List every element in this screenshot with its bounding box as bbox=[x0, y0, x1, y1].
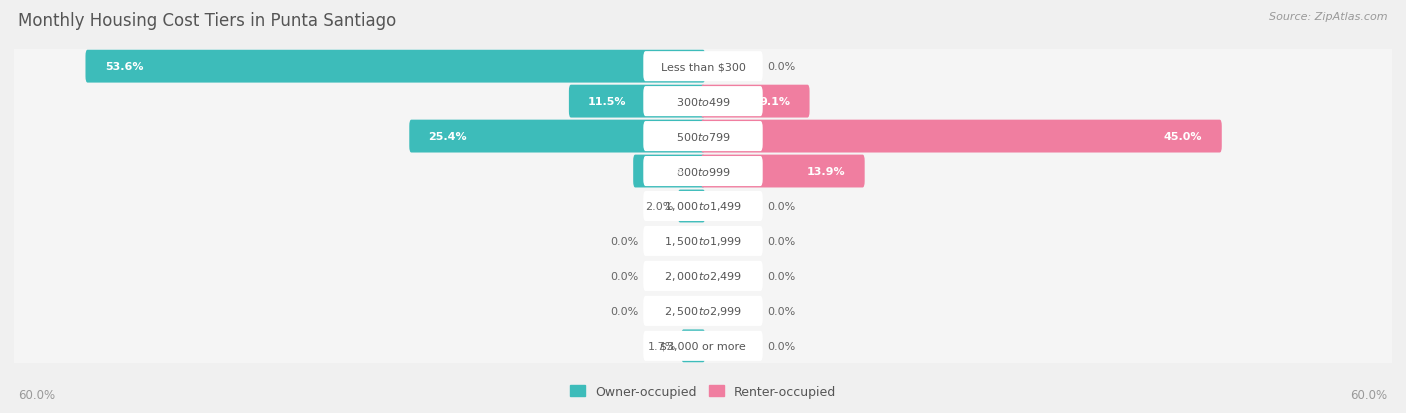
FancyBboxPatch shape bbox=[644, 157, 762, 187]
FancyBboxPatch shape bbox=[644, 226, 762, 256]
FancyBboxPatch shape bbox=[702, 155, 865, 188]
Text: 0.0%: 0.0% bbox=[768, 306, 796, 316]
Text: 53.6%: 53.6% bbox=[105, 62, 143, 72]
FancyBboxPatch shape bbox=[644, 331, 762, 361]
FancyBboxPatch shape bbox=[13, 254, 1393, 298]
Text: 0.0%: 0.0% bbox=[768, 236, 796, 247]
FancyBboxPatch shape bbox=[11, 285, 1395, 337]
FancyBboxPatch shape bbox=[644, 192, 762, 221]
FancyBboxPatch shape bbox=[13, 80, 1393, 124]
FancyBboxPatch shape bbox=[11, 76, 1395, 128]
Text: 9.1%: 9.1% bbox=[759, 97, 790, 107]
FancyBboxPatch shape bbox=[644, 122, 762, 152]
Text: 5.9%: 5.9% bbox=[652, 166, 683, 177]
FancyBboxPatch shape bbox=[13, 45, 1393, 89]
Text: 0.0%: 0.0% bbox=[610, 236, 638, 247]
FancyBboxPatch shape bbox=[13, 115, 1393, 159]
FancyBboxPatch shape bbox=[11, 216, 1395, 267]
Text: 11.5%: 11.5% bbox=[588, 97, 627, 107]
Text: 60.0%: 60.0% bbox=[1351, 388, 1388, 401]
Text: $3,000 or more: $3,000 or more bbox=[661, 341, 745, 351]
FancyBboxPatch shape bbox=[644, 87, 762, 117]
FancyBboxPatch shape bbox=[11, 250, 1395, 302]
FancyBboxPatch shape bbox=[13, 219, 1393, 263]
Text: 1.7%: 1.7% bbox=[648, 341, 676, 351]
Text: Less than $300: Less than $300 bbox=[661, 62, 745, 72]
FancyBboxPatch shape bbox=[409, 120, 704, 153]
Legend: Owner-occupied, Renter-occupied: Owner-occupied, Renter-occupied bbox=[569, 385, 837, 398]
FancyBboxPatch shape bbox=[13, 289, 1393, 333]
FancyBboxPatch shape bbox=[11, 146, 1395, 197]
Text: $2,500 to $2,999: $2,500 to $2,999 bbox=[664, 305, 742, 318]
Text: 25.4%: 25.4% bbox=[429, 132, 467, 142]
Text: 0.0%: 0.0% bbox=[610, 306, 638, 316]
Text: $1,000 to $1,499: $1,000 to $1,499 bbox=[664, 200, 742, 213]
FancyBboxPatch shape bbox=[11, 181, 1395, 232]
FancyBboxPatch shape bbox=[633, 155, 704, 188]
Text: 0.0%: 0.0% bbox=[610, 271, 638, 281]
FancyBboxPatch shape bbox=[569, 85, 704, 118]
FancyBboxPatch shape bbox=[644, 52, 762, 82]
FancyBboxPatch shape bbox=[11, 41, 1395, 93]
Text: 60.0%: 60.0% bbox=[18, 388, 55, 401]
FancyBboxPatch shape bbox=[13, 150, 1393, 194]
FancyBboxPatch shape bbox=[13, 185, 1393, 228]
Text: 0.0%: 0.0% bbox=[768, 341, 796, 351]
FancyBboxPatch shape bbox=[678, 190, 704, 223]
FancyBboxPatch shape bbox=[702, 85, 810, 118]
Text: $300 to $499: $300 to $499 bbox=[675, 96, 731, 108]
Text: $1,500 to $1,999: $1,500 to $1,999 bbox=[664, 235, 742, 248]
Text: Monthly Housing Cost Tiers in Punta Santiago: Monthly Housing Cost Tiers in Punta Sant… bbox=[18, 12, 396, 30]
FancyBboxPatch shape bbox=[11, 320, 1395, 372]
FancyBboxPatch shape bbox=[682, 330, 704, 362]
Text: 0.0%: 0.0% bbox=[768, 271, 796, 281]
FancyBboxPatch shape bbox=[702, 120, 1222, 153]
FancyBboxPatch shape bbox=[644, 261, 762, 291]
FancyBboxPatch shape bbox=[86, 51, 704, 83]
Text: $2,000 to $2,499: $2,000 to $2,499 bbox=[664, 270, 742, 283]
Text: 0.0%: 0.0% bbox=[768, 202, 796, 211]
FancyBboxPatch shape bbox=[11, 111, 1395, 163]
Text: Source: ZipAtlas.com: Source: ZipAtlas.com bbox=[1270, 12, 1388, 22]
Text: 2.0%: 2.0% bbox=[645, 202, 673, 211]
FancyBboxPatch shape bbox=[644, 296, 762, 326]
Text: 13.9%: 13.9% bbox=[807, 166, 845, 177]
Text: 45.0%: 45.0% bbox=[1164, 132, 1202, 142]
Text: $800 to $999: $800 to $999 bbox=[675, 166, 731, 178]
Text: $500 to $799: $500 to $799 bbox=[675, 131, 731, 143]
Text: 0.0%: 0.0% bbox=[768, 62, 796, 72]
FancyBboxPatch shape bbox=[13, 324, 1393, 368]
